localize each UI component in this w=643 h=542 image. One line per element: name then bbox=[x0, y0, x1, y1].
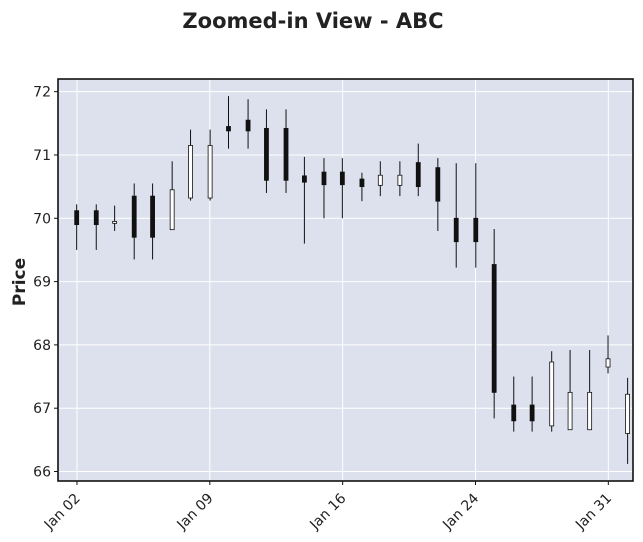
candle-body-down bbox=[359, 178, 365, 188]
candle bbox=[245, 99, 251, 149]
candle bbox=[207, 129, 213, 201]
y-tick-label: 67 bbox=[33, 401, 51, 417]
candle bbox=[473, 163, 479, 268]
candle-body-down bbox=[264, 127, 269, 181]
y-tick-label: 70 bbox=[33, 211, 51, 227]
candle bbox=[339, 158, 345, 219]
x-tick-label: Jan 02 bbox=[41, 491, 84, 534]
candle-body-up bbox=[567, 391, 573, 431]
candle bbox=[93, 204, 99, 250]
candle-body-up bbox=[549, 361, 555, 427]
candle-body-up bbox=[188, 145, 193, 199]
candle-body-down bbox=[415, 162, 421, 188]
candle-body-down bbox=[473, 217, 479, 243]
x-tick-label: Jan 31 bbox=[572, 491, 615, 534]
candle-body-up bbox=[207, 145, 213, 199]
grid-lines bbox=[58, 79, 633, 481]
candle-body-up bbox=[605, 358, 611, 368]
candle-body-up bbox=[377, 174, 383, 186]
x-tick-label: Jan 09 bbox=[174, 491, 217, 534]
candle bbox=[453, 163, 459, 268]
candle-body-down bbox=[131, 195, 137, 238]
candle-body-down bbox=[283, 127, 289, 181]
candle bbox=[188, 129, 193, 201]
candle-body-down bbox=[491, 264, 497, 393]
candle bbox=[150, 183, 155, 260]
candle-body-down bbox=[511, 404, 517, 422]
candle-body-up bbox=[397, 174, 403, 186]
candle bbox=[283, 109, 289, 193]
candle bbox=[415, 143, 421, 197]
candle-body-down bbox=[453, 217, 459, 243]
candle-body-down bbox=[529, 404, 535, 422]
candle-body-down bbox=[245, 119, 251, 132]
candle-body-up bbox=[625, 393, 631, 434]
candle bbox=[549, 351, 555, 432]
candle-body-down bbox=[74, 210, 80, 226]
candle bbox=[169, 161, 175, 231]
candle-body-down bbox=[339, 171, 345, 186]
candle-body-up bbox=[169, 189, 175, 231]
candles bbox=[74, 96, 631, 464]
chart-title: Zoomed-in View - ABC bbox=[182, 9, 443, 33]
y-tick-label: 66 bbox=[33, 465, 51, 481]
y-tick-label: 72 bbox=[33, 85, 51, 101]
x-tick-label: Jan 16 bbox=[306, 490, 349, 533]
x-axis-ticks: Jan 02 Jan 09 Jan 16 Jan 24 Jan 31 bbox=[41, 481, 615, 534]
candle bbox=[435, 158, 441, 231]
candle-body-down bbox=[301, 175, 307, 183]
candle bbox=[112, 205, 118, 231]
candle-body-up bbox=[112, 221, 118, 224]
candle bbox=[264, 109, 269, 193]
candle bbox=[74, 204, 80, 250]
candle-body-up bbox=[587, 391, 593, 431]
candle bbox=[567, 349, 573, 431]
candle bbox=[529, 376, 535, 432]
candle bbox=[605, 335, 611, 374]
y-tick-label: 69 bbox=[33, 275, 51, 291]
candle bbox=[226, 96, 231, 149]
candle-body-down bbox=[321, 171, 327, 186]
candle-body-down bbox=[435, 167, 441, 202]
candle bbox=[131, 183, 137, 260]
candle bbox=[397, 161, 403, 197]
candle bbox=[359, 172, 365, 202]
candle bbox=[511, 376, 517, 432]
y-tick-label: 68 bbox=[33, 338, 51, 354]
candle-body-down bbox=[93, 210, 99, 226]
candle bbox=[491, 229, 497, 419]
y-axis-ticks: 66 67 68 69 70 71 72 bbox=[33, 85, 58, 481]
candle bbox=[377, 161, 383, 197]
candle bbox=[301, 156, 307, 244]
candle bbox=[625, 377, 631, 464]
candle-body-down bbox=[150, 195, 155, 238]
y-tick-label: 71 bbox=[33, 148, 51, 164]
plot-area bbox=[58, 79, 633, 481]
plot-frame bbox=[57, 78, 634, 482]
candle bbox=[321, 158, 327, 219]
x-tick-label: Jan 24 bbox=[439, 490, 482, 533]
candle-body-down bbox=[226, 126, 231, 132]
y-axis-label: Price bbox=[10, 258, 30, 306]
candle bbox=[587, 349, 593, 431]
